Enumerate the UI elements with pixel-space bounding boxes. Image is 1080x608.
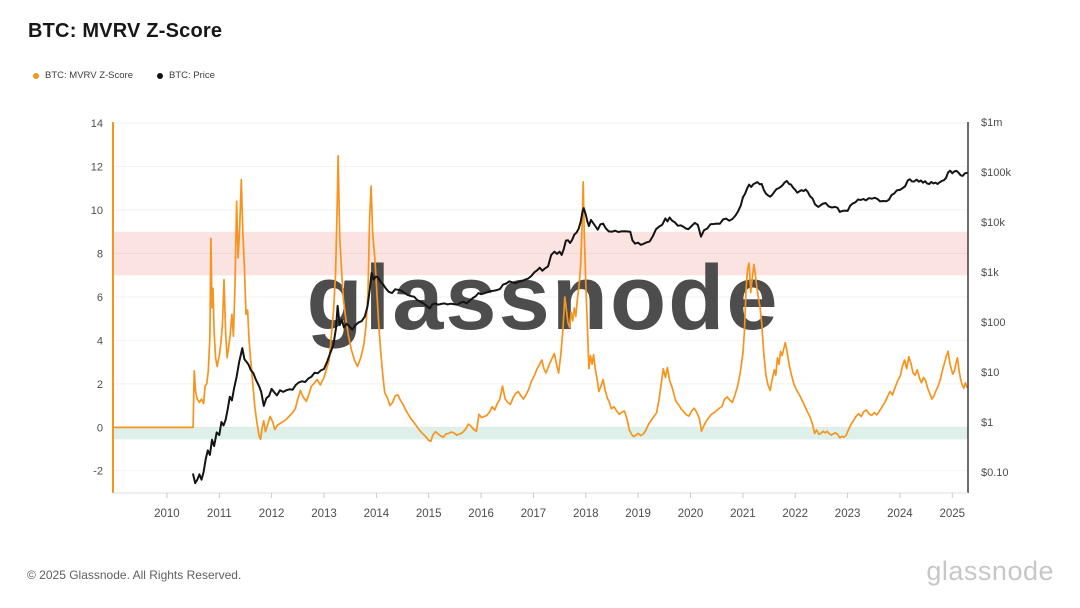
right-axis-tick-label: $1m (981, 117, 1002, 129)
right-axis-tick-label: $1k (981, 267, 999, 279)
x-axis-tick-label: 2021 (730, 508, 756, 520)
chart-legend: BTC: MVRV Z-Score BTC: Price (33, 70, 215, 81)
left-axis-tick-label: 14 (91, 118, 103, 130)
right-axis-tick-label: $10 (981, 367, 999, 379)
left-axis-tick-label: 2 (97, 379, 103, 391)
x-axis-tick-label: 2013 (311, 508, 337, 520)
x-axis-tick-label: 2017 (521, 508, 547, 520)
left-axis-tick-label: 0 (97, 422, 103, 434)
right-axis-tick-label: $100k (981, 167, 1011, 179)
x-axis-tick-label: 2018 (573, 508, 599, 520)
x-axis-tick-label: 2023 (835, 508, 861, 520)
x-axis-tick-label: 2025 (940, 508, 966, 520)
left-axis-tick-label: 10 (91, 205, 103, 217)
x-axis-tick-label: 2010 (154, 508, 180, 520)
right-axis-tick-label: $0.10 (981, 467, 1009, 479)
x-axis-tick-label: 2016 (468, 508, 494, 520)
glassnode-watermark: glassnode (306, 247, 779, 349)
legend-item-mvrv-zscore[interactable]: BTC: MVRV Z-Score (33, 70, 133, 81)
legend-item-label: BTC: Price (168, 70, 215, 81)
btc-price-legend-dot (156, 72, 163, 79)
copyright-text: © 2025 Glassnode. All Rights Reserved. (27, 568, 242, 582)
mvrv-zscore-legend-dot (33, 72, 39, 79)
x-axis-tick-label: 2020 (678, 508, 704, 520)
legend-item-btc-price[interactable]: BTC: Price (156, 70, 215, 81)
x-axis-tick-label: 2011 (207, 508, 232, 520)
undervaluation-zone-band (113, 427, 968, 440)
left-axis-tick-label: 12 (91, 161, 103, 173)
right-axis-tick-label: $100 (981, 317, 1005, 329)
x-axis-tick-label: 2014 (364, 508, 390, 520)
right-axis-tick-label: $10k (981, 217, 1005, 229)
x-axis-tick-label: 2015 (416, 508, 442, 520)
x-axis-tick-label: 2024 (887, 508, 913, 520)
mvrv-zscore-line (112, 154, 968, 443)
left-axis-tick-label: 4 (97, 335, 103, 347)
right-axis-tick-label: $1 (981, 417, 993, 429)
left-axis-tick-label: -2 (93, 466, 103, 478)
x-axis-tick-label: 2012 (259, 508, 285, 520)
left-axis-tick-label: 6 (97, 292, 103, 304)
btc-price-line (192, 169, 968, 485)
x-axis-tick-label: 2019 (625, 508, 651, 520)
left-axis-tick-label: 8 (97, 248, 103, 260)
page-title: BTC: MVRV Z-Score (28, 20, 223, 42)
glassnode-logo: glassnode (926, 556, 1054, 586)
legend-item-label: BTC: MVRV Z-Score (45, 70, 133, 81)
x-axis-tick-label: 2022 (782, 508, 808, 520)
